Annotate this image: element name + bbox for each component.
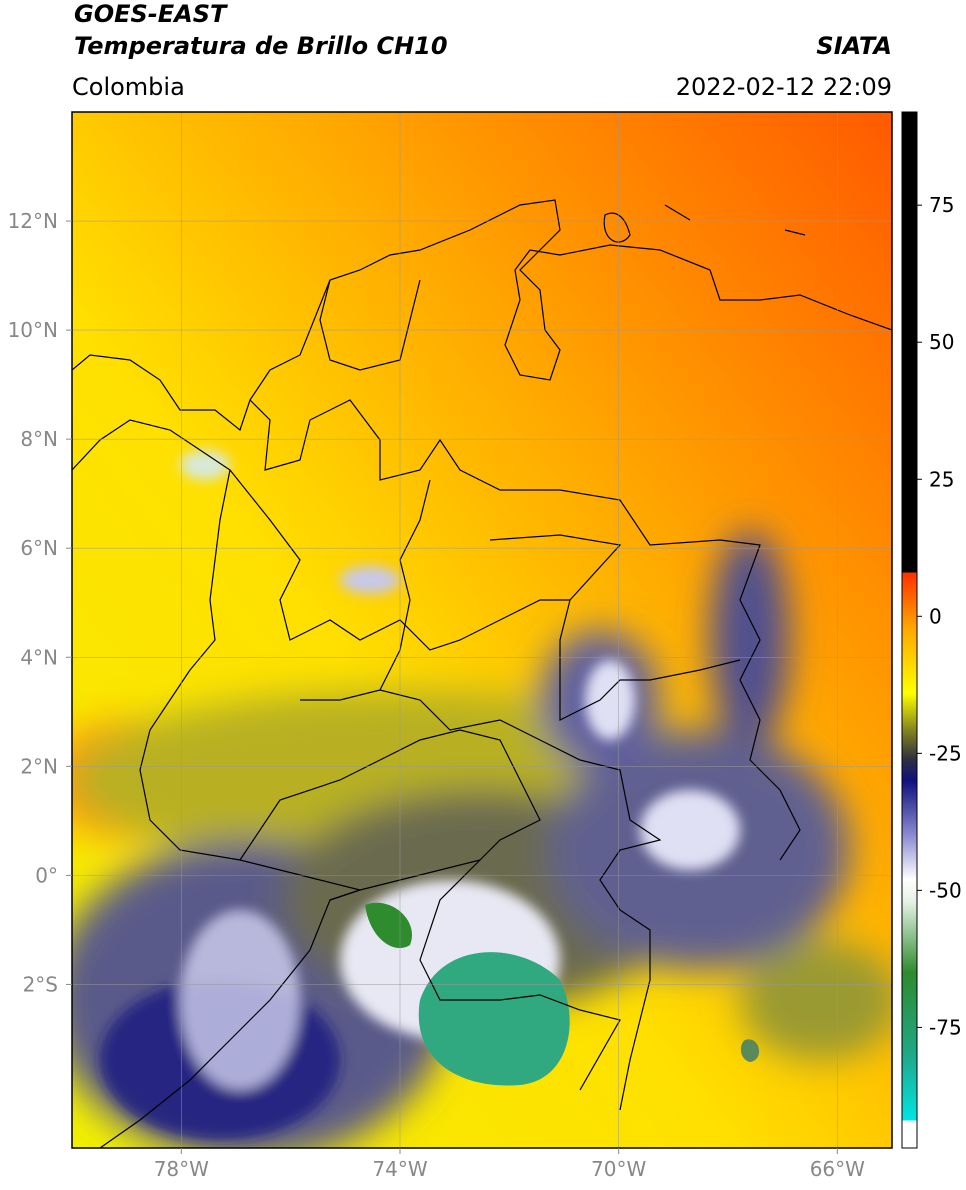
- y-tick-label: 2°S: [23, 972, 58, 996]
- y-tick-label: 10°N: [8, 318, 58, 342]
- satellite-image: [72, 112, 892, 1148]
- y-tick-label: 4°N: [20, 645, 58, 669]
- source: SIATA: [816, 32, 892, 60]
- y-tick-label: 8°N: [20, 427, 58, 451]
- colorbar-tick-label: -25: [929, 741, 962, 765]
- region: Colombia: [72, 73, 185, 101]
- colorbar-tick-label: 50: [929, 330, 954, 354]
- y-tick-label: 0°: [35, 863, 58, 887]
- map-frame: [71, 111, 893, 1149]
- colorbar-tick-label: 25: [929, 467, 954, 491]
- colorbar-tick-label: 75: [929, 193, 954, 217]
- colorbar: -75 -50 -25 0 25 50 75: [901, 111, 962, 1149]
- colorbar-tick-label: -75: [929, 1015, 962, 1039]
- datetime: 2022-02-12 22:09: [676, 73, 892, 101]
- y-tick-label: 12°N: [8, 209, 58, 233]
- x-tick-label: 74°W: [372, 1157, 427, 1181]
- colorbar-tick-label: 0: [929, 604, 942, 628]
- y-tick-label: 6°N: [20, 536, 58, 560]
- colorbar-scale: [901, 111, 918, 1149]
- subtitle: Temperatura de Brillo CH10: [74, 32, 448, 60]
- y-tick-label: 2°N: [20, 754, 58, 778]
- x-tick-label: 70°W: [591, 1157, 646, 1181]
- colorbar-tick-label: -50: [929, 878, 962, 902]
- x-tick-label: 66°W: [810, 1157, 865, 1181]
- x-tick-label: 78°W: [154, 1157, 209, 1181]
- title: GOES-EAST: [74, 0, 228, 28]
- grid: [72, 112, 892, 1148]
